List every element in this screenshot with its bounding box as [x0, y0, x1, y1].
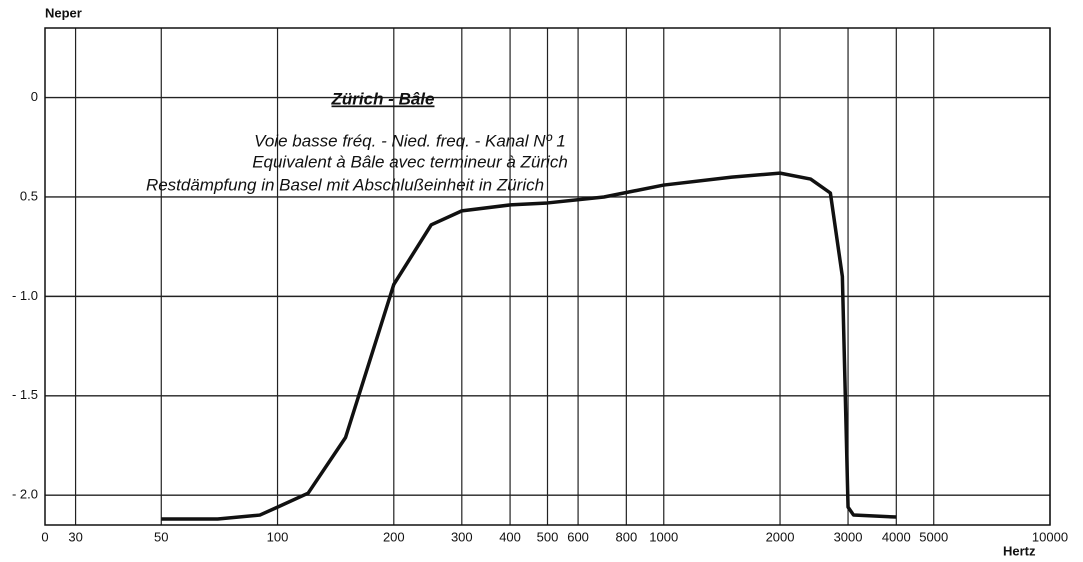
- x-tick-label: 5000: [919, 529, 948, 544]
- y-tick-label: 0.5: [20, 188, 38, 203]
- subtitle: Equivalent à Bâle avec termineur à Züric…: [252, 152, 568, 171]
- plot-frame: [44, 27, 1051, 526]
- x-tick-label: 1000: [649, 529, 678, 544]
- x-origin-label: 0: [41, 529, 48, 544]
- subtitle: Restdämpfung in Basel mit Abschlußeinhei…: [146, 175, 544, 194]
- x-tick-label: 10000: [1032, 529, 1068, 544]
- y-tick-label: 0: [31, 89, 38, 104]
- x-tick-label: 400: [499, 529, 521, 544]
- subtitle: Voie basse fréq. - Nied. freq. - Kanal N…: [254, 131, 566, 150]
- x-tick-label: 600: [567, 529, 589, 544]
- x-tick-label: 2000: [766, 529, 795, 544]
- x-tick-label: 800: [615, 529, 637, 544]
- x-tick-label: 30: [68, 529, 82, 544]
- data-line: [161, 171, 897, 521]
- x-tick-label: 100: [267, 529, 289, 544]
- y-tick-label: - 1.0: [12, 288, 38, 303]
- x-tick-label: 500: [537, 529, 559, 544]
- chart-title: Zürich - Bâle: [331, 89, 435, 108]
- x-tick-label: 300: [451, 529, 473, 544]
- x-tick-label: 200: [383, 529, 405, 544]
- y-tick-label: - 2.0: [12, 487, 38, 502]
- x-tick-label: 4000: [882, 529, 911, 544]
- x-tick-label: 3000: [834, 529, 863, 544]
- y-axis-label: Neper: [45, 5, 82, 20]
- x-tick-label: 50: [154, 529, 168, 544]
- y-tick-label: - 1.5: [12, 387, 38, 402]
- x-axis-label: Hertz: [1003, 543, 1036, 558]
